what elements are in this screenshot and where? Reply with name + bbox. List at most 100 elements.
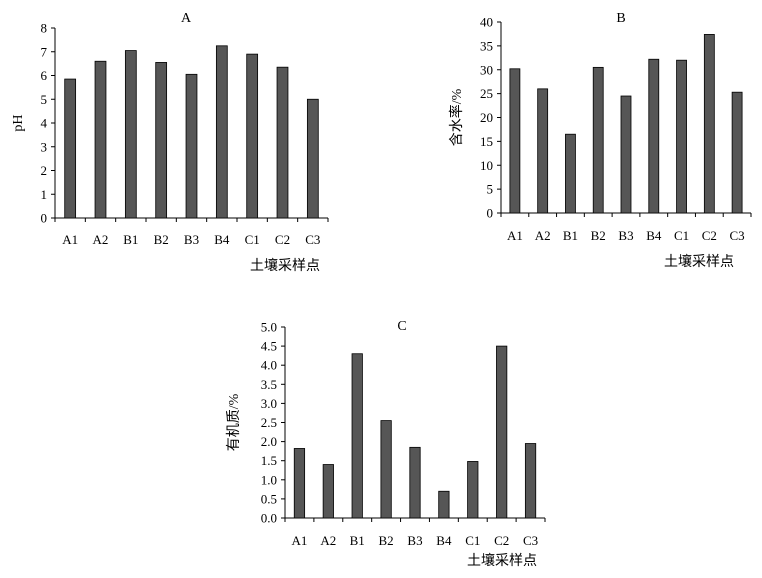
bar-a1 bbox=[64, 78, 77, 219]
bar-c3 bbox=[524, 443, 537, 519]
y-tick-label: 15 bbox=[480, 134, 493, 149]
x-tick-label: B2 bbox=[591, 228, 606, 243]
x-tick-labels: A1 A2 B1 B2 B3 B4 C1 C2 C3 bbox=[62, 232, 320, 247]
bar-b4 bbox=[648, 58, 660, 214]
bar-b2 bbox=[380, 420, 392, 519]
bar-c3 bbox=[306, 98, 319, 219]
x-tick-label: B1 bbox=[123, 232, 138, 247]
x-tick-label: C3 bbox=[523, 533, 538, 548]
bar-b3 bbox=[409, 446, 421, 519]
bar-b4 bbox=[215, 45, 228, 219]
y-tick-label: 1.5 bbox=[261, 453, 277, 468]
x-tick-label: B3 bbox=[407, 533, 422, 548]
organic-matter-bar-chart: C 有机质/% 土壤采样点 0.0 0.5 1.0 1.5 2.0 2.5 3.0 3.5 4.… bbox=[226, 319, 546, 569]
bar-b2 bbox=[155, 62, 168, 219]
y-tick-label: 10 bbox=[480, 158, 493, 173]
x-tick-label: C3 bbox=[730, 228, 745, 243]
y-axis-label: 有机质/% bbox=[226, 393, 242, 451]
y-tick-label: 0.0 bbox=[261, 511, 277, 526]
y-tick-label: 5 bbox=[487, 182, 494, 197]
x-axis-label: 土壤采样点 bbox=[467, 552, 537, 569]
chart-title: A bbox=[181, 11, 192, 26]
bar-b3 bbox=[620, 95, 632, 214]
y-tick-label: 3.0 bbox=[261, 396, 277, 411]
bar-c1 bbox=[467, 461, 479, 519]
y-tick-label: 5.0 bbox=[261, 320, 277, 335]
x-tick-label: B3 bbox=[618, 228, 633, 243]
ph-bar-chart: A pH 土壤采样点 0 1 2 3 4 5 6 7 8 A1 A2 B1 B2 B3 B4 C1 C2 C3 bbox=[11, 11, 329, 274]
chart-title: C bbox=[397, 319, 406, 334]
chart-title: B bbox=[616, 11, 625, 26]
x-tick-label: C3 bbox=[305, 232, 320, 247]
x-tick-label: C1 bbox=[465, 533, 480, 548]
x-tick-label: A2 bbox=[93, 232, 109, 247]
y-axis-label: pH bbox=[11, 114, 26, 131]
y-tick-label: 0.5 bbox=[261, 491, 277, 506]
bars bbox=[509, 34, 743, 214]
y-tick-labels: 0 5 10 15 20 25 30 35 40 bbox=[480, 15, 493, 221]
bar-b3 bbox=[185, 73, 198, 219]
y-tick-label: 20 bbox=[480, 110, 493, 125]
y-tick-label: 2.0 bbox=[261, 434, 277, 449]
y-tick-label: 7 bbox=[41, 44, 48, 59]
x-tick-labels: A1 A2 B1 B2 B3 B4 C1 C2 C3 bbox=[291, 533, 538, 548]
y-tick-label: 4.5 bbox=[261, 339, 277, 354]
x-tick-label: C2 bbox=[702, 228, 717, 243]
y-tick-label: 35 bbox=[480, 38, 493, 53]
bar-c2 bbox=[496, 345, 508, 519]
y-tick-label: 40 bbox=[480, 15, 493, 30]
y-tick-label: 25 bbox=[480, 86, 493, 101]
y-tick-label: 0 bbox=[487, 206, 494, 221]
y-tick-labels: 0.0 0.5 1.0 1.5 2.0 2.5 3.0 3.5 4.0 4.5 5.0 bbox=[261, 320, 277, 526]
y-tick-label: 30 bbox=[480, 62, 493, 77]
x-tick-labels: A1 A2 B1 B2 B3 B4 C1 C2 C3 bbox=[507, 228, 745, 243]
x-tick-label: A2 bbox=[535, 228, 551, 243]
bar-c2 bbox=[703, 34, 715, 214]
y-tick-label: 8 bbox=[41, 21, 48, 36]
bars bbox=[64, 45, 319, 219]
y-tick-label: 3.5 bbox=[261, 377, 277, 392]
x-tick-label: B4 bbox=[436, 533, 452, 548]
bar-c2 bbox=[276, 66, 289, 219]
y-tick-label: 6 bbox=[41, 68, 48, 83]
bar-b4 bbox=[438, 490, 450, 519]
x-tick-label: B4 bbox=[214, 232, 230, 247]
bar-b1 bbox=[124, 50, 137, 219]
x-tick-label: B1 bbox=[563, 228, 578, 243]
bar-a1 bbox=[293, 448, 306, 519]
y-tick-labels: 0 1 2 3 4 5 6 7 8 bbox=[41, 21, 48, 226]
bar-a1 bbox=[509, 68, 521, 214]
y-tick-label: 4 bbox=[41, 116, 48, 131]
x-tick-label: B1 bbox=[350, 533, 365, 548]
x-axis-label: 土壤采样点 bbox=[664, 253, 734, 270]
bar-b1 bbox=[565, 133, 576, 214]
bars bbox=[293, 345, 537, 519]
x-tick-label: A1 bbox=[291, 533, 307, 548]
y-tick-label: 1.0 bbox=[261, 472, 277, 487]
y-tick-label: 3 bbox=[41, 139, 48, 154]
x-tick-label: C1 bbox=[245, 232, 260, 247]
bar-a2 bbox=[94, 60, 107, 219]
x-tick-label: C2 bbox=[494, 533, 509, 548]
bar-b1 bbox=[351, 353, 363, 519]
bar-c1 bbox=[246, 53, 259, 219]
y-tick-label: 0 bbox=[41, 211, 48, 226]
bar-a2 bbox=[537, 88, 549, 214]
x-tick-label: B3 bbox=[184, 232, 199, 247]
bar-c1 bbox=[676, 59, 687, 214]
bar-c3 bbox=[731, 91, 743, 214]
y-tick-label: 1 bbox=[41, 187, 48, 202]
y-tick-label: 2.5 bbox=[261, 415, 277, 430]
x-tick-label: A1 bbox=[507, 228, 523, 243]
x-tick-label: B4 bbox=[646, 228, 662, 243]
x-axis-label: 土壤采样点 bbox=[250, 257, 320, 274]
bar-b2 bbox=[592, 66, 604, 214]
x-tick-label: B2 bbox=[379, 533, 394, 548]
x-tick-label: B2 bbox=[154, 232, 169, 247]
x-tick-label: C2 bbox=[275, 232, 290, 247]
x-tick-label: A2 bbox=[320, 533, 336, 548]
water-content-bar-chart: B 含水率/% 土壤采样点 0 5 10 15 20 25 30 35 40 A1 A2 B1 B2 B… bbox=[448, 11, 752, 270]
bar-a2 bbox=[322, 464, 334, 519]
y-tick-label: 4.0 bbox=[261, 358, 277, 373]
y-tick-label: 2 bbox=[41, 163, 48, 178]
